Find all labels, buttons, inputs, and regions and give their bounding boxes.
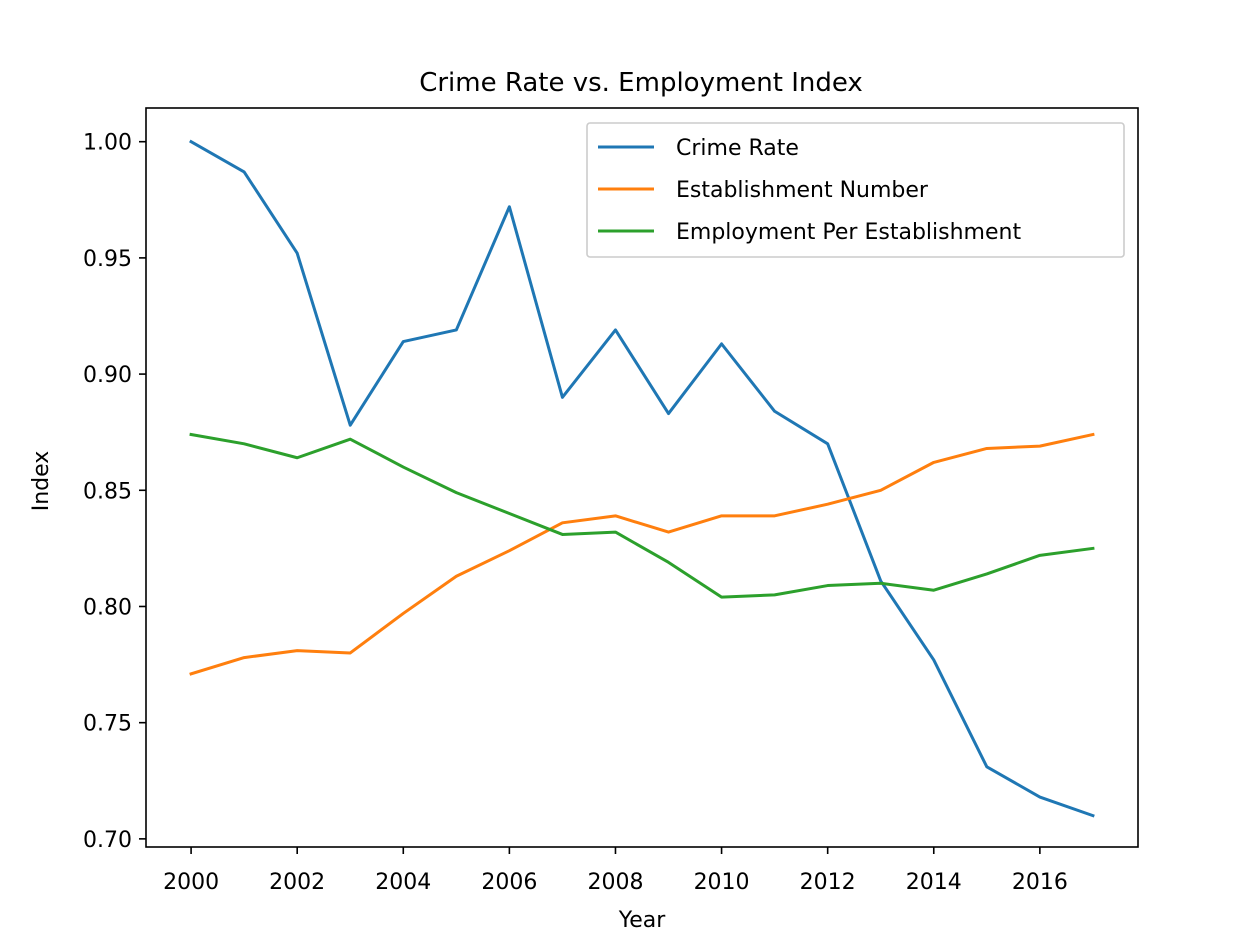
x-tick-label: 2010 (694, 870, 750, 895)
y-axis-ticks: 0.70 0.75 0.80 0.85 0.90 0.95 1.00 (83, 131, 146, 853)
legend-box (586, 122, 1125, 258)
series-line-establishment-number (189, 432, 1095, 676)
x-tick-label: 2002 (269, 870, 325, 895)
legend-label: Employment Per Establishment (676, 220, 1021, 245)
x-tick-label: 2016 (1012, 870, 1068, 895)
x-tick-label: 2000 (163, 870, 219, 895)
legend-label: Crime Rate (676, 136, 799, 161)
y-tick-label: 0.80 (83, 595, 132, 620)
legend-label: Establishment Number (676, 178, 929, 203)
y-tick-label: 1.00 (83, 131, 132, 156)
plot-frame (145, 107, 1139, 848)
y-tick-label: 0.85 (83, 479, 132, 504)
x-axis-ticks: 2000 2002 2004 2006 2008 2010 2012 2014 2016 (163, 847, 1068, 895)
legend: Crime Rate Establishment Number Employment… (586, 122, 1125, 258)
x-tick-label: 2006 (481, 870, 537, 895)
x-axis-label: Year (618, 908, 667, 933)
chart-title: Crime Rate vs. Employment Index (419, 68, 863, 98)
x-tick-label: 2012 (800, 870, 856, 895)
y-tick-label: 0.75 (83, 712, 132, 737)
y-tick-label: 0.95 (83, 247, 132, 272)
y-axis-label: Index (29, 451, 54, 512)
y-tick-label: 0.70 (83, 828, 132, 853)
series-line-crime-rate (189, 139, 1095, 818)
x-tick-label: 2014 (906, 870, 962, 895)
x-tick-label: 2008 (587, 870, 643, 895)
y-tick-label: 0.90 (83, 363, 132, 388)
series-lines (189, 139, 1095, 818)
x-tick-label: 2004 (375, 870, 431, 895)
series-line-employment-per-establishment (189, 432, 1095, 599)
